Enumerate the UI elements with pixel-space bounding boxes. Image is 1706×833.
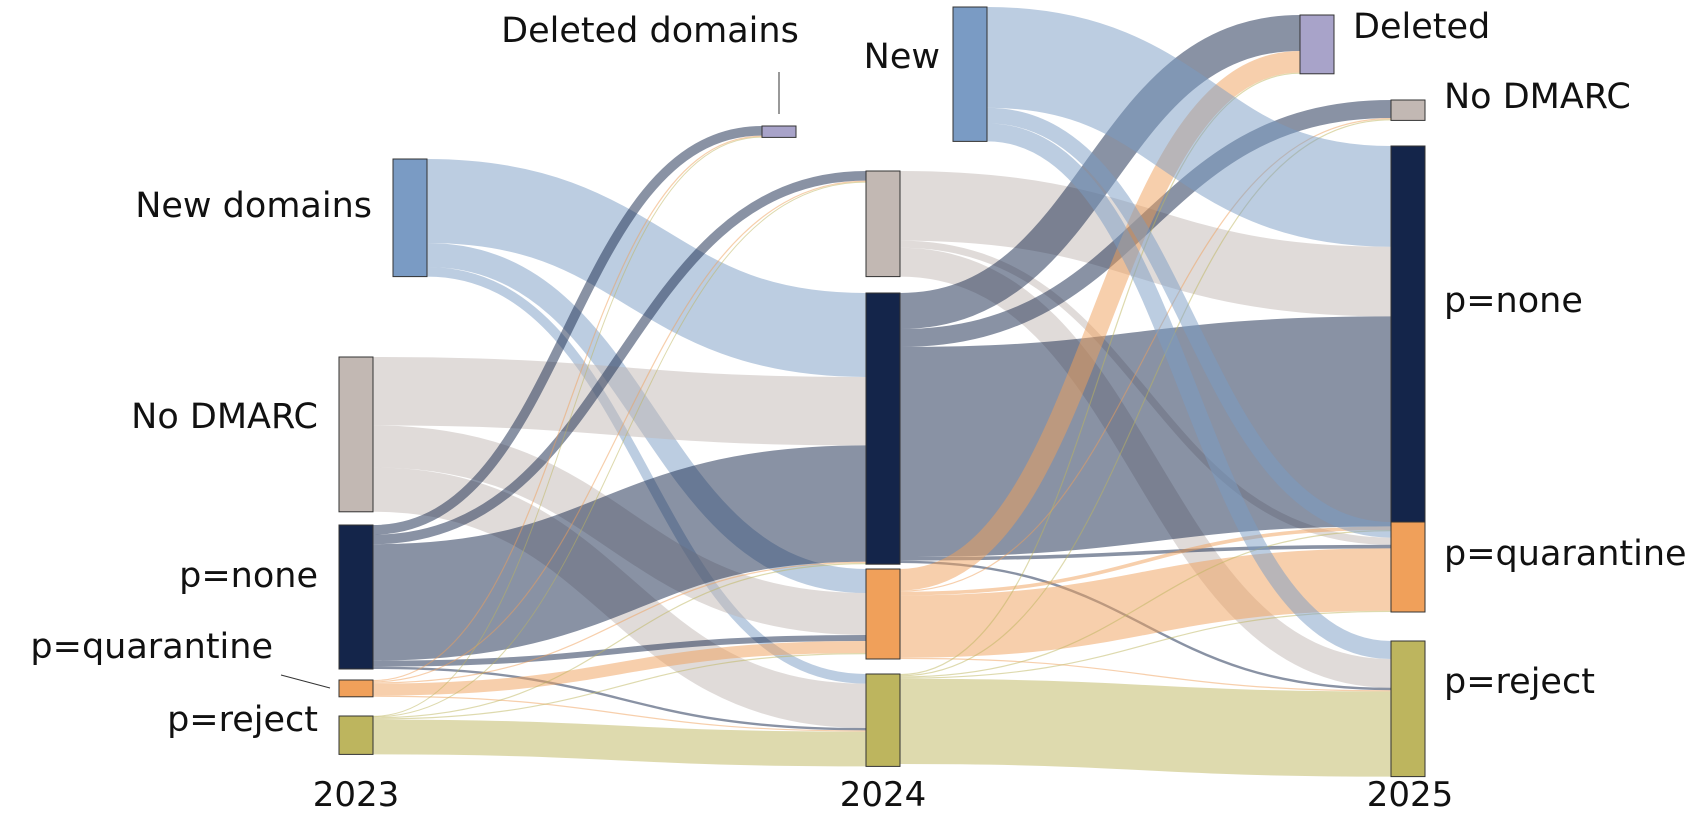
node-n24_nodmarc bbox=[865, 170, 901, 278]
link-n23_rej-to-n24_quar bbox=[372, 653, 867, 720]
link-n23_new-to-n24_rej bbox=[426, 267, 867, 684]
node-label-n23_quar: p=quarantine bbox=[30, 627, 273, 667]
stage-label-2024: 2024 bbox=[840, 775, 927, 815]
link-n24_rej-to-n25_rej bbox=[899, 678, 1392, 777]
node-label-n23_none: p=none bbox=[179, 556, 318, 596]
link-n23_none-to-n24_quar bbox=[372, 635, 867, 667]
link-n23_rej-to-n24_none bbox=[372, 563, 867, 719]
link-n24_rej-to-n25_none bbox=[899, 530, 1392, 678]
node-n25_quar bbox=[1390, 521, 1426, 613]
link-n23_quar-to-n24_rej bbox=[372, 695, 867, 732]
link-n23_rej-to-n24_del bbox=[372, 136, 763, 717]
node-label-n25_none: p=none bbox=[1444, 281, 1583, 321]
labels-layer: New domains No DMARC p=none p=quarantine p=r… bbox=[30, 7, 1686, 740]
node-label-n25_nodmarc: No DMARC bbox=[1444, 77, 1631, 117]
link-n24_quar-to-n25_none bbox=[899, 526, 1392, 596]
node-label-n25_quar: p=quarantine bbox=[1444, 534, 1687, 574]
leader-line-n23_quar bbox=[280, 674, 331, 689]
node-label-n23_nodmarc: No DMARC bbox=[131, 397, 318, 437]
node-n25_rej bbox=[1390, 640, 1426, 778]
link-n23_none-to-n24_rej bbox=[372, 666, 867, 731]
link-n23_rej-to-n24_rej bbox=[372, 719, 867, 767]
node-n24_none bbox=[865, 292, 901, 565]
links-layer bbox=[372, 7, 1392, 777]
node-n24_rej bbox=[865, 673, 901, 767]
link-n23_rej-to-n24_nodmarc bbox=[372, 181, 867, 718]
link-n24_quar-to-n25_quar bbox=[899, 548, 1392, 658]
node-n23_rej bbox=[338, 715, 374, 755]
link-n23_quar-to-n24_nodmarc bbox=[372, 180, 867, 683]
node-n23_quar bbox=[338, 679, 374, 698]
node-label-n23_rej: p=reject bbox=[167, 700, 318, 740]
nodes-layer bbox=[338, 6, 1426, 778]
node-n24_del bbox=[761, 125, 797, 138]
link-n24_new-to-n25_quar bbox=[986, 107, 1392, 538]
node-n25_nodmarc bbox=[1390, 99, 1426, 121]
node-label-n25_del: Deleted bbox=[1353, 7, 1490, 47]
link-n23_quar-to-n24_quar bbox=[372, 641, 867, 696]
node-n24_quar bbox=[865, 568, 901, 660]
node-n25_none bbox=[1390, 145, 1426, 532]
node-label-n24_new: New bbox=[864, 37, 940, 77]
link-n23_nodmarc-to-n24_none bbox=[372, 357, 867, 446]
node-label-n25_rej: p=reject bbox=[1444, 662, 1595, 702]
link-n24_new-to-n25_rej bbox=[986, 123, 1392, 659]
link-n23_none-to-n24_none bbox=[372, 445, 867, 661]
node-n23_new bbox=[392, 158, 428, 278]
link-n24_new-to-n25_none bbox=[986, 7, 1392, 247]
node-label-n23_new: New domains bbox=[135, 186, 372, 226]
link-n24_none-to-n25_none bbox=[899, 316, 1392, 557]
node-n25_del bbox=[1299, 14, 1335, 75]
link-n23_none-to-n24_nodmarc bbox=[372, 171, 867, 545]
node-n23_nodmarc bbox=[338, 356, 374, 513]
link-n23_quar-to-n24_del bbox=[372, 135, 763, 682]
node-n24_new bbox=[952, 6, 988, 142]
stage-label-2025: 2025 bbox=[1367, 775, 1454, 815]
node-label-n24_del: Deleted domains bbox=[501, 11, 799, 51]
link-n23_none-to-n24_del bbox=[372, 126, 763, 535]
node-n23_none bbox=[338, 524, 374, 670]
link-n24_none-to-n25_quar bbox=[899, 544, 1392, 561]
link-n24_quar-to-n25_rej bbox=[899, 657, 1392, 692]
leaders-layer bbox=[280, 72, 780, 689]
stage-label-2023: 2023 bbox=[313, 775, 400, 815]
stages-layer: 2023 2024 2025 bbox=[313, 775, 1454, 815]
link-n23_quar-to-n24_none bbox=[372, 561, 867, 684]
link-n23_new-to-n24_none bbox=[426, 159, 867, 377]
